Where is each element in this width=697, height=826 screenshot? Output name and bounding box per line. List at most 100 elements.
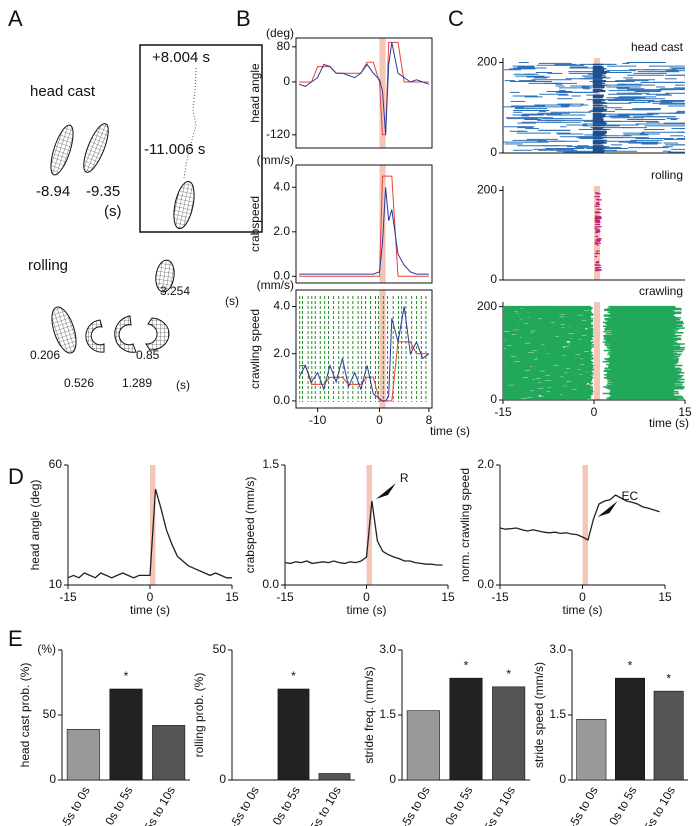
y-axis-label: crawling speed — [248, 309, 262, 389]
category-label: 5s to 10s — [307, 784, 343, 826]
time-label: +8.004 s — [152, 49, 210, 66]
y-tick-label: 200 — [477, 299, 497, 313]
plot-frame — [295, 289, 433, 409]
y-axis-label: norm. crawling speed — [458, 468, 472, 582]
bar — [615, 677, 645, 781]
category-label: 0s to 5s — [442, 784, 475, 826]
significance: * — [666, 671, 671, 685]
panel-label: A — [8, 6, 23, 31]
bar — [277, 688, 310, 781]
y-tick-label: 50 — [43, 707, 57, 721]
time-label: 3.254 — [160, 284, 190, 298]
label: rolling — [28, 257, 68, 274]
larva — [114, 315, 137, 353]
category-label: 5s to 10s — [482, 784, 518, 826]
significance: * — [628, 658, 633, 672]
bar — [653, 690, 684, 781]
bar — [492, 686, 526, 781]
y-tick-label: -120 — [266, 127, 290, 141]
bar — [449, 677, 483, 781]
x-tick-label: 15 — [441, 590, 455, 604]
x-tick-label: 15 — [678, 405, 692, 419]
y-tick-label: 4.0 — [273, 299, 290, 313]
stimulus-window — [379, 165, 386, 283]
data-line — [284, 500, 443, 566]
y-tick-label: 4.0 — [273, 179, 290, 193]
category-label: -5s to 0s — [566, 784, 601, 826]
bar — [109, 688, 143, 781]
bar — [152, 725, 186, 781]
x-tick-label: 8 — [426, 413, 433, 427]
y-tick-label: 200 — [477, 183, 497, 197]
category-label: -5s to 0s — [227, 784, 262, 826]
bar — [66, 728, 100, 781]
y-axis-label: crabspeed (mm/s) — [243, 477, 257, 574]
annotation: EC — [622, 489, 639, 503]
time-label: 0.85 — [136, 348, 160, 362]
y-tick-label: 3.0 — [549, 642, 566, 656]
y-tick-label: 60 — [49, 457, 63, 471]
x-tick-label: -15 — [491, 590, 509, 604]
x-tick-label: 0 — [376, 413, 383, 427]
inset-box — [139, 44, 263, 233]
y-tick-label: 0.0 — [477, 577, 494, 591]
larva — [83, 123, 109, 173]
unit-label: (mm/s) — [257, 278, 294, 292]
larva — [144, 317, 170, 351]
y-tick-label: 2.0 — [273, 224, 290, 238]
y-tick-label: 1.5 — [379, 707, 396, 721]
category-label: 0s to 5s — [606, 784, 639, 826]
significance: * — [124, 669, 129, 683]
y-tick-label: (%) — [37, 642, 56, 656]
x-tick-label: 15 — [658, 590, 672, 604]
unit-label: (s) — [104, 203, 122, 220]
time-label: 0.206 — [30, 348, 60, 362]
y-tick-label: 0 — [283, 74, 290, 88]
annotation-arrow — [597, 501, 618, 517]
x-axis-label: time (s) — [563, 603, 603, 617]
y-tick-label: 3.0 — [379, 642, 396, 656]
y-axis-label: head angle (deg) — [28, 480, 42, 571]
x-axis-label: time (s) — [430, 424, 470, 438]
data-line — [299, 175, 429, 277]
y-tick-label: 0 — [490, 392, 497, 406]
larva — [50, 124, 74, 176]
significance: * — [464, 658, 469, 672]
stimulus-window — [582, 465, 588, 585]
time-label: 1.289 — [122, 376, 152, 390]
y-axis-label: head cast prob. (%) — [18, 663, 32, 768]
unit-label: (s) — [176, 378, 190, 392]
y-tick-label: 0 — [389, 772, 396, 786]
y-tick-label: 80 — [277, 39, 291, 53]
data-line — [298, 42, 430, 135]
raster-title: crawling — [639, 284, 683, 298]
x-axis-label: time (s) — [347, 603, 387, 617]
unit-label: (deg) — [266, 26, 294, 40]
y-tick-label: 2.0 — [477, 457, 494, 471]
x-axis-label: time (s) — [649, 416, 689, 430]
y-tick-label: 1.5 — [262, 457, 279, 471]
annotation-arrow — [375, 483, 396, 499]
y-tick-label: 200 — [477, 55, 497, 69]
annotation: R — [400, 471, 409, 485]
data-line — [299, 187, 429, 275]
x-tick-label: 0 — [579, 590, 586, 604]
x-tick-label: 15 — [225, 590, 239, 604]
y-tick-label: 0 — [490, 145, 497, 159]
y-axis-label: rolling prob. (%) — [192, 673, 206, 758]
bar — [318, 773, 351, 781]
unit-label: (mm/s) — [257, 153, 294, 167]
bar — [576, 719, 607, 781]
plot-frame — [295, 37, 433, 149]
larva — [51, 306, 77, 354]
panel-label: E — [8, 626, 23, 651]
category-label: 0s to 5s — [270, 784, 303, 826]
category-label: 0s to 5s — [102, 784, 135, 826]
x-tick-label: 0 — [363, 590, 370, 604]
larva — [85, 319, 105, 353]
time-label: -9.35 — [86, 183, 120, 200]
data-line — [67, 488, 232, 579]
bar — [406, 710, 440, 781]
data-line — [299, 41, 429, 136]
data-line — [299, 341, 429, 402]
